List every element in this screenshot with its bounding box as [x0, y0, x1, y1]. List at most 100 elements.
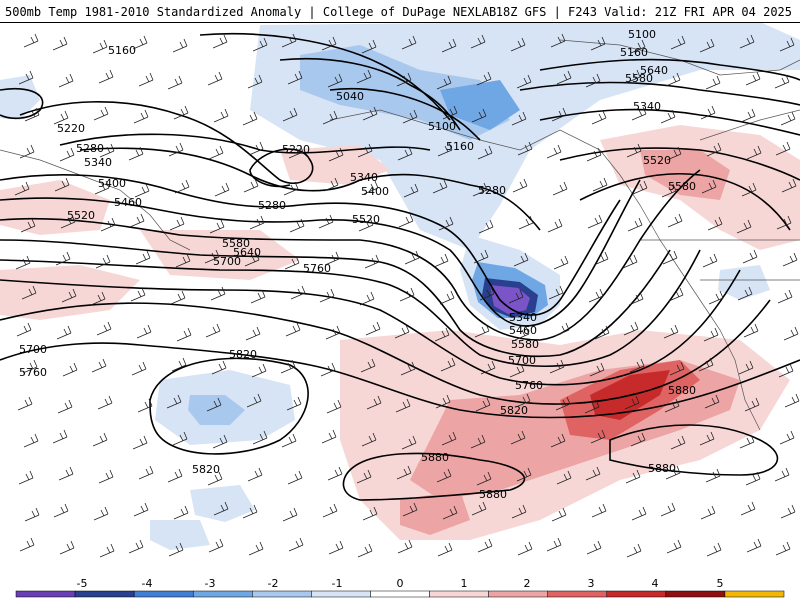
contour-label: 5640 [233, 246, 261, 259]
colorbar-swatch [547, 590, 608, 598]
colorbar-tick-label: 4 [652, 577, 659, 590]
colorbar-swatch [15, 590, 76, 598]
wind-barb [627, 217, 643, 232]
wind-barb [245, 326, 261, 341]
contour-label: 5880 [479, 488, 507, 501]
wind-barb [208, 145, 224, 160]
wind-barb [167, 75, 183, 90]
wind-barb [476, 71, 492, 86]
wind-barb [435, 394, 451, 409]
wind-barb [510, 430, 526, 445]
wind-barb [739, 434, 755, 449]
wind-barb [99, 143, 115, 158]
wind-barb [321, 36, 337, 51]
contour-label: 5100 [428, 120, 456, 133]
wind-barb [622, 254, 638, 269]
wind-barb [53, 503, 69, 518]
contour-label: 5700 [19, 343, 47, 356]
wind-barb [517, 541, 533, 556]
wind-barb [624, 395, 640, 410]
wind-barb [167, 468, 183, 483]
wind-barb [135, 250, 151, 265]
wind-barb [131, 361, 147, 376]
wind-barb [631, 106, 647, 121]
wind-barb [169, 216, 185, 231]
wind-barb [396, 72, 412, 87]
wind-barb [554, 322, 570, 337]
wind-barb [403, 183, 419, 198]
wind-barb [590, 36, 606, 51]
wind-barb [701, 179, 717, 194]
wind-barb [625, 469, 641, 484]
wind-barb [478, 219, 494, 234]
wind-barb [54, 177, 70, 192]
wind-barb [129, 213, 145, 228]
wind-barb [62, 362, 78, 377]
wind-barb [442, 505, 458, 520]
wind-barb [549, 359, 565, 374]
wind-barb [319, 288, 335, 303]
wind-barb [781, 178, 797, 193]
wind-barb [518, 215, 534, 230]
wind-barb [55, 251, 71, 266]
wind-barb [471, 108, 487, 123]
wind-barb [626, 543, 642, 558]
wind-barb [737, 286, 753, 301]
wind-barb [173, 505, 189, 520]
wind-barb [243, 178, 259, 193]
wind-barb [664, 398, 680, 413]
wind-barb [556, 470, 572, 485]
wind-barb [249, 215, 265, 230]
wind-barb [281, 433, 297, 448]
wind-barb [776, 215, 792, 230]
wind-barb [133, 502, 149, 517]
contour-label: 5280 [76, 142, 104, 155]
wind-barb [212, 34, 228, 49]
colorbar-labels: -5 -4 -3 -2 -1 0 1 2 3 4 5 [77, 577, 724, 590]
wind-barb [242, 111, 258, 126]
contour-label: 5100 [628, 28, 656, 41]
wind-barb [281, 33, 297, 48]
wind-barb [669, 361, 685, 376]
wind-barb [244, 252, 260, 267]
wind-barb [782, 252, 798, 267]
wind-barb [247, 467, 263, 482]
wind-barb [172, 38, 188, 53]
wind-barb [546, 144, 562, 159]
wind-barb [204, 249, 220, 264]
wind-barb [509, 363, 525, 378]
contour-label: 5520 [67, 209, 95, 222]
wind-barb [441, 38, 457, 53]
wind-barb [58, 73, 74, 88]
wind-barb [704, 394, 720, 409]
wind-barb [548, 285, 564, 300]
wind-barb [741, 182, 757, 197]
wind-barb [95, 254, 111, 269]
wind-barb [552, 181, 568, 196]
wind-barb [325, 325, 341, 340]
wind-barb [436, 75, 452, 90]
wind-barb [546, 537, 562, 552]
contour-label: 5400 [361, 185, 389, 198]
wind-barb [591, 503, 607, 518]
colorbar-swatch [192, 590, 253, 598]
wind-barb [168, 142, 184, 157]
wind-barb [666, 539, 682, 554]
colorbar-tick-label: -5 [77, 577, 88, 590]
wind-barb [166, 394, 182, 409]
wind-barb [632, 180, 648, 195]
wind-barb [774, 74, 790, 89]
wind-barb [207, 71, 223, 86]
wind-barb [287, 70, 303, 85]
wind-barb [17, 396, 33, 411]
wind-barb [366, 395, 382, 410]
colorbar-swatch [311, 590, 371, 598]
wind-barb [323, 177, 339, 192]
wind-barb [553, 255, 569, 270]
wind-barb [400, 361, 416, 376]
wind-barb [513, 252, 529, 267]
wind-barb [742, 249, 758, 264]
wind-barb [23, 433, 39, 448]
wind-barb [208, 538, 224, 553]
wind-barb [282, 107, 298, 122]
